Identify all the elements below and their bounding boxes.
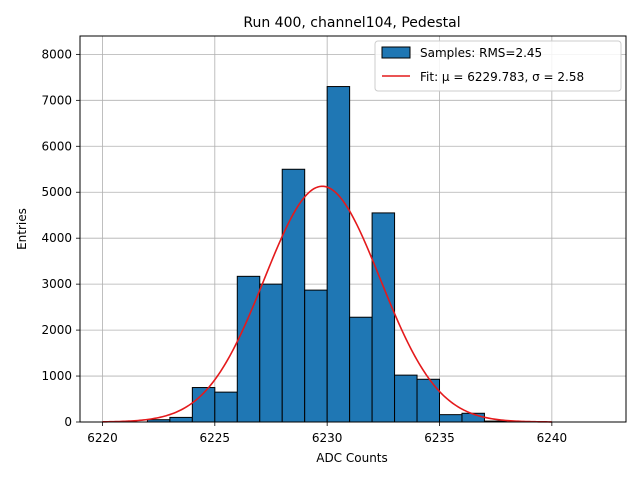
y-tick-label: 5000 [41,185,72,199]
x-axis-label: ADC Counts [316,451,388,465]
y-tick-label: 3000 [41,277,72,291]
x-tick-label: 6220 [87,431,118,445]
x-axis-ticks: 6220 6225 6230 6235 6240 [87,422,567,445]
histogram-bar [214,391,238,423]
histogram-bar [371,212,396,423]
histogram-bar [281,168,306,423]
x-tick-label: 6240 [537,431,568,445]
x-tick-label: 6235 [424,431,455,445]
y-tick-label: 8000 [41,47,72,61]
histogram-bar [169,416,193,423]
chart-title: Run 400, channel104, Pedestal [243,15,460,31]
legend-swatch-histogram [381,46,411,59]
fit-curve [102,185,552,423]
histogram-bar [439,414,463,423]
y-axis-ticks: 0 1000 2000 3000 4000 5000 6000 7000 8000 [41,47,80,429]
y-tick-label: 1000 [41,369,72,383]
histogram-bar [416,378,441,423]
histogram-bar [394,374,418,423]
histogram-bar [326,86,351,423]
histogram-bar [349,316,373,423]
histogram-bars [146,86,508,423]
y-tick-label: 7000 [41,93,72,107]
x-tick-label: 6230 [312,431,343,445]
legend-box [374,40,622,92]
histogram-bar [259,283,283,423]
y-tick-label: 2000 [41,323,72,337]
histogram-bar [304,289,328,423]
y-tick-label: 4000 [41,231,72,245]
y-tick-label: 6000 [41,139,72,153]
y-axis-label: Entries [15,208,29,250]
legend: Samples: RMS=2.45 Fit: μ = 6229.783, σ =… [374,40,622,92]
y-tick-label: 0 [64,415,72,429]
x-tick-label: 6225 [200,431,231,445]
legend-label-fit: Fit: μ = 6229.783, σ = 2.58 [420,70,584,84]
plot-frame [79,35,627,423]
legend-label-histogram: Samples: RMS=2.45 [420,46,542,60]
